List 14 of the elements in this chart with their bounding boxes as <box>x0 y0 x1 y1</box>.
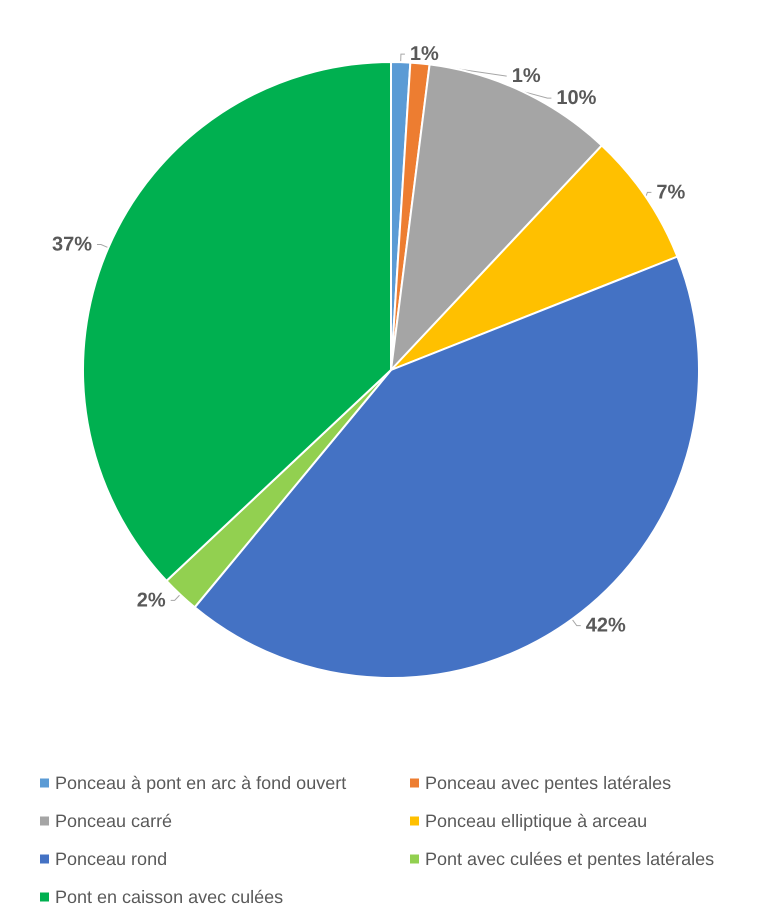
data-label: 2% <box>136 589 166 612</box>
legend-label: Ponceau carré <box>55 811 172 831</box>
data-label: 42% <box>586 614 626 637</box>
legend-label: Ponceau à pont en arc à fond ouvert <box>55 773 346 793</box>
data-label: 1% <box>410 43 440 66</box>
legend-label: Ponceau rond <box>55 849 168 869</box>
data-label: 7% <box>656 181 686 204</box>
legend-label: Pont en caisson avec culées <box>55 887 284 907</box>
data-label: 10% <box>556 87 597 110</box>
legend-label: Ponceau elliptique à arceau <box>425 811 648 831</box>
legend-label: Pont avec culées et pentes latérales <box>425 849 714 869</box>
data-label: 37% <box>52 234 92 256</box>
legend-label: Ponceau avec pentes latérales <box>425 773 672 793</box>
data-label: 1% <box>512 65 541 88</box>
